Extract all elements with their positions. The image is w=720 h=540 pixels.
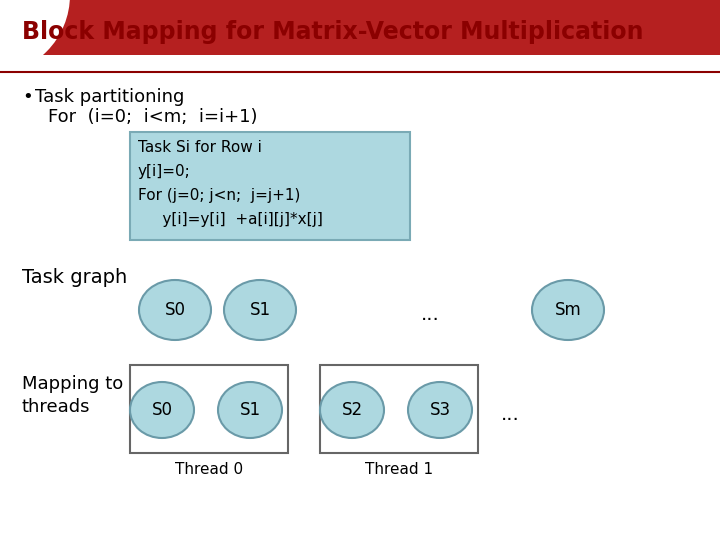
Ellipse shape	[130, 382, 194, 438]
Ellipse shape	[320, 382, 384, 438]
Ellipse shape	[532, 280, 604, 340]
Text: Thread 1: Thread 1	[365, 462, 433, 477]
Text: Sm: Sm	[554, 301, 581, 319]
Bar	[320, 365, 478, 453]
Text: ...: ...	[500, 406, 519, 424]
Text: •: •	[22, 88, 32, 106]
Text: S0: S0	[151, 401, 173, 419]
Ellipse shape	[218, 382, 282, 438]
Text: For  (i=0;  i<m;  i=i+1): For (i=0; i<m; i=i+1)	[48, 108, 258, 126]
Text: y[i]=0;: y[i]=0;	[138, 164, 191, 179]
Text: Task graph: Task graph	[22, 268, 127, 287]
Ellipse shape	[408, 382, 472, 438]
Text: Task partitioning: Task partitioning	[35, 88, 184, 106]
Text: S3: S3	[429, 401, 451, 419]
Text: S2: S2	[341, 401, 363, 419]
Ellipse shape	[139, 280, 211, 340]
Bar	[0, 0, 720, 55]
Text: Block Mapping for Matrix-Vector Multiplication: Block Mapping for Matrix-Vector Multipli…	[22, 21, 644, 44]
Bar	[130, 132, 410, 240]
Bar	[130, 365, 288, 453]
Text: threads: threads	[22, 398, 91, 416]
Text: S1: S1	[249, 301, 271, 319]
Text: y[i]=y[i]  +a[i][j]*x[j]: y[i]=y[i] +a[i][j]*x[j]	[138, 212, 323, 227]
Text: S1: S1	[240, 401, 261, 419]
Text: ...: ...	[420, 306, 439, 325]
Text: Thread 0: Thread 0	[175, 462, 243, 477]
Text: S0: S0	[164, 301, 186, 319]
Circle shape	[0, 0, 70, 75]
Text: Task Si for Row i: Task Si for Row i	[138, 140, 262, 155]
Text: Mapping to: Mapping to	[22, 375, 123, 393]
Ellipse shape	[224, 280, 296, 340]
Text: For (j=0; j<n;  j=j+1): For (j=0; j<n; j=j+1)	[138, 188, 300, 203]
